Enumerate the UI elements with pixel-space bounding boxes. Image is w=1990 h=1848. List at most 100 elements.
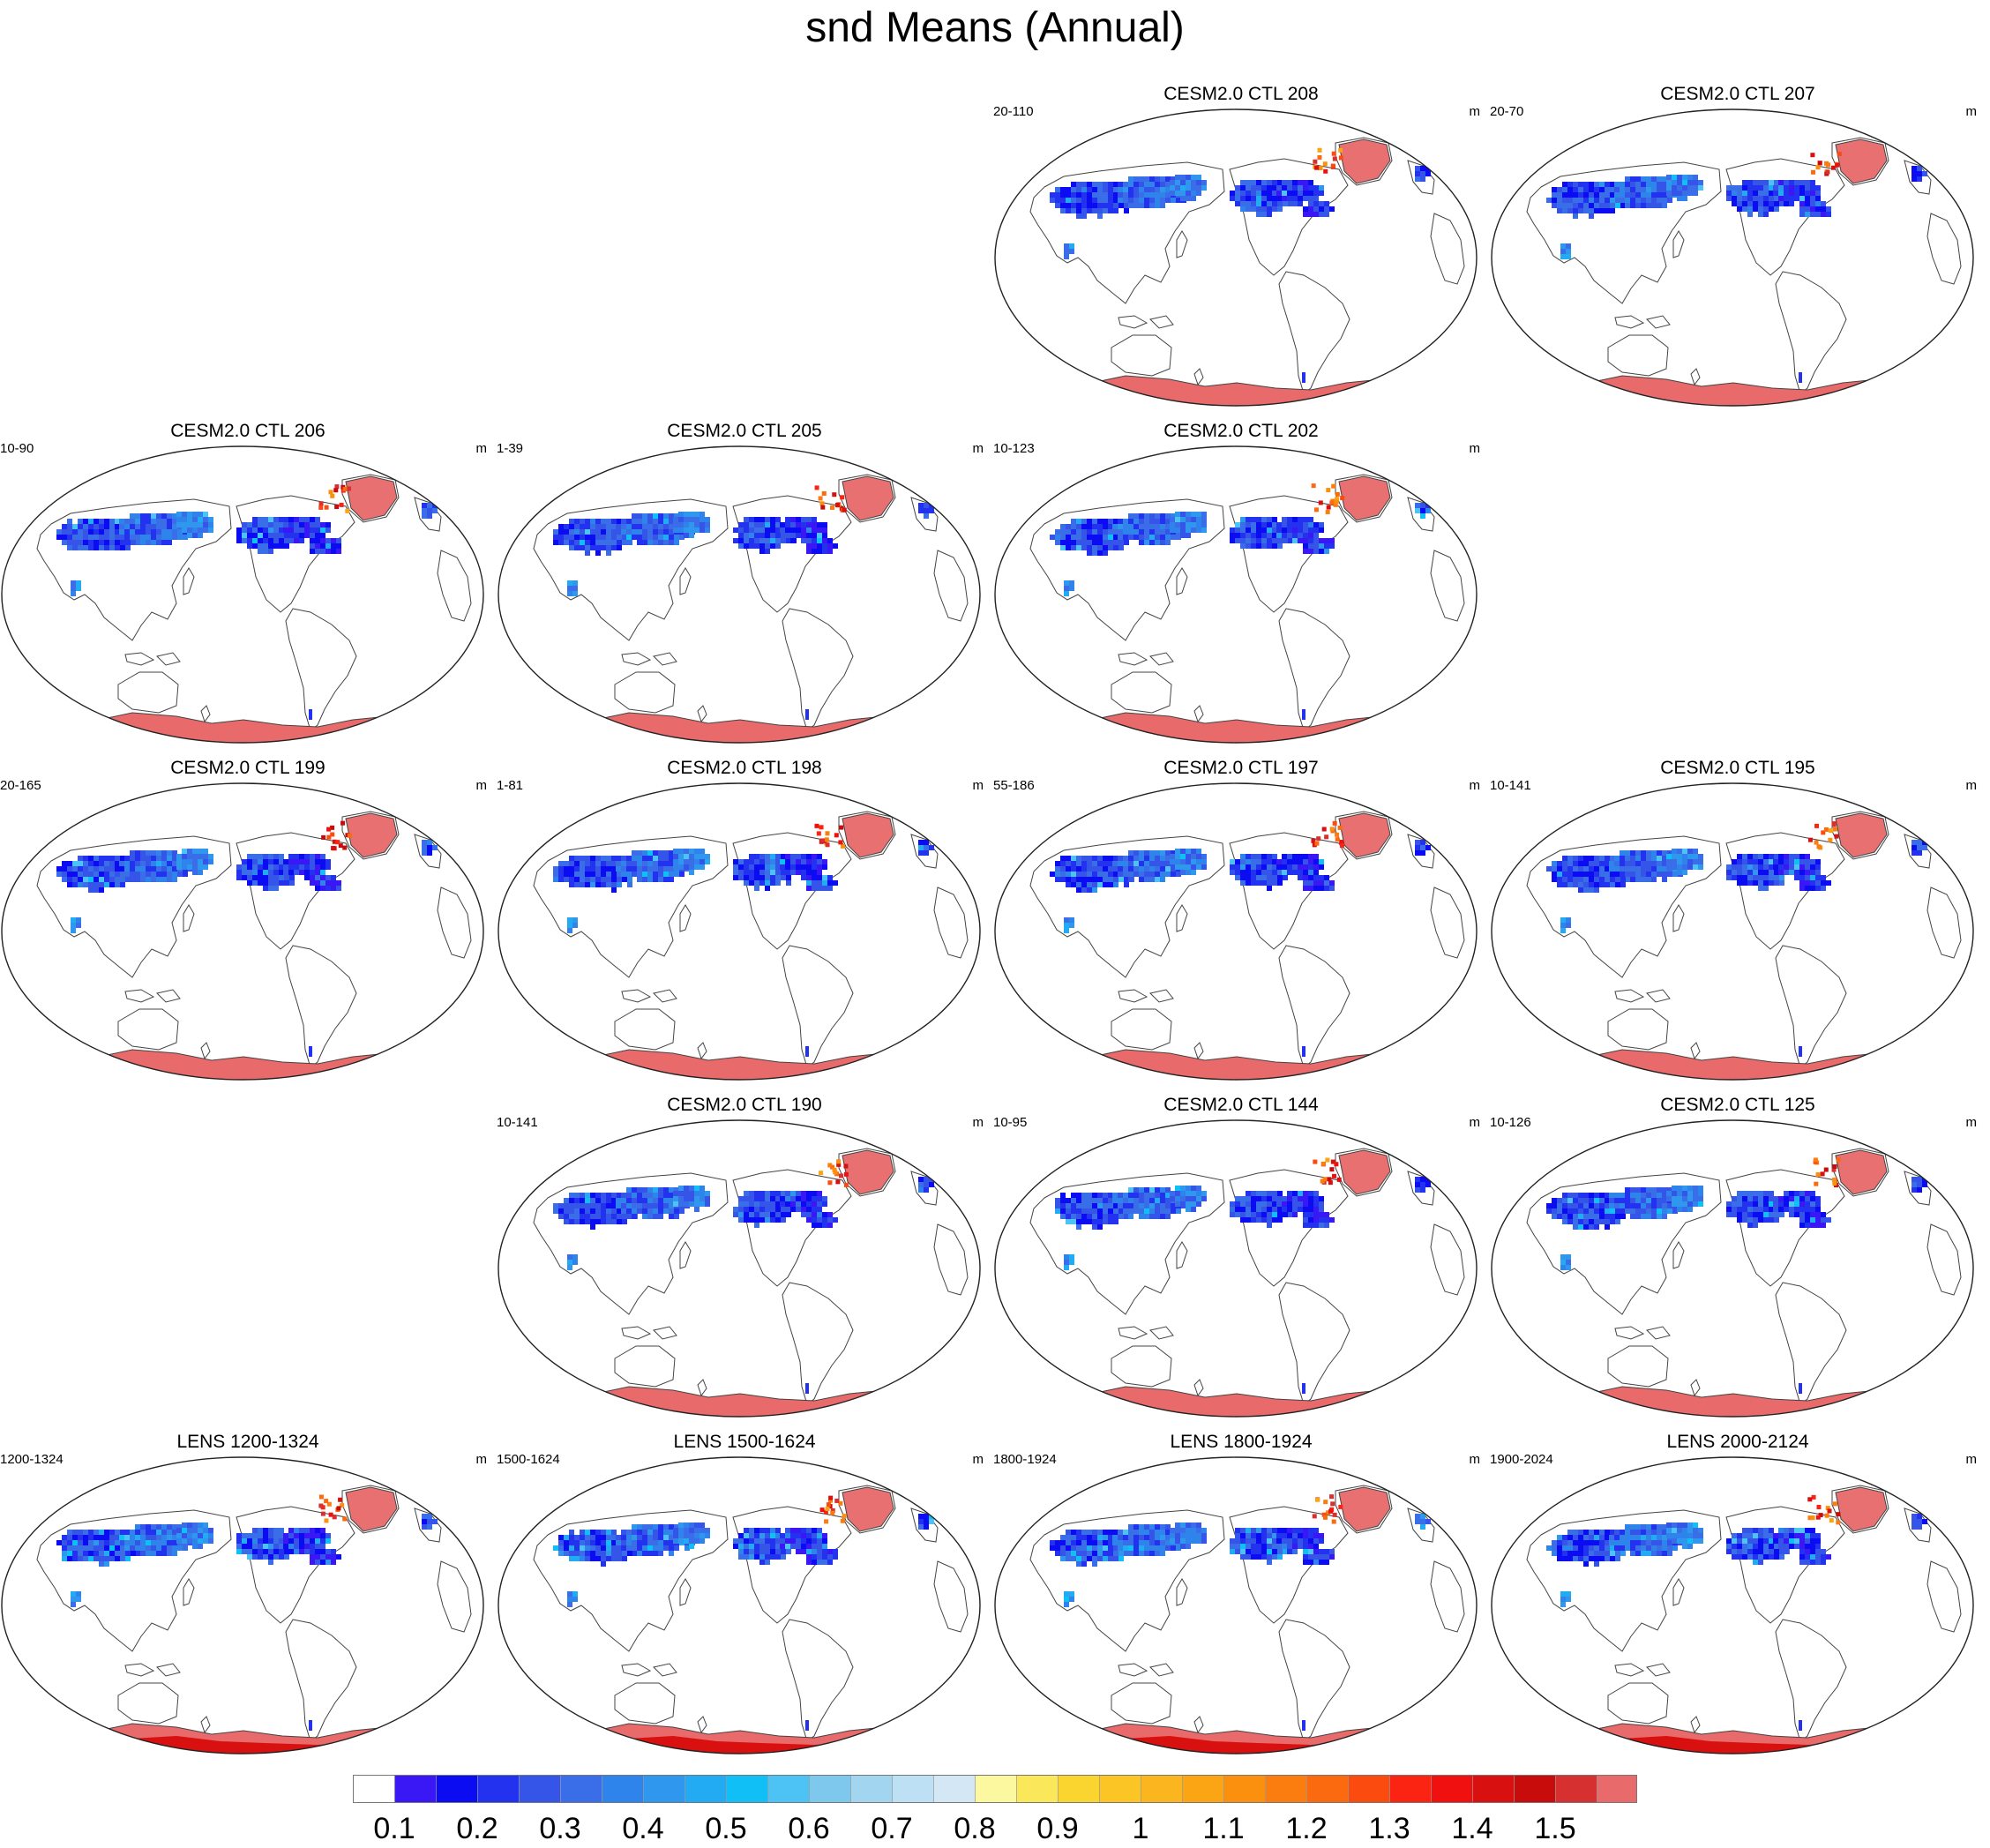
snow-cell — [1196, 1201, 1201, 1207]
snow-cell — [653, 1208, 658, 1214]
patagonia-snow — [1799, 1046, 1802, 1057]
snow-cell — [1784, 1207, 1789, 1212]
snow-cell — [1155, 1535, 1160, 1540]
snow-cell — [611, 1214, 617, 1219]
snow-cell — [1165, 524, 1171, 529]
snow-cell — [1635, 1214, 1641, 1219]
snow-cell — [1319, 864, 1324, 870]
snow-cell — [1251, 206, 1256, 212]
snow-cell — [564, 1214, 569, 1219]
arctic-island-cell — [832, 1167, 837, 1172]
coastline — [621, 989, 677, 1003]
snow-cell — [611, 1208, 617, 1214]
snow-cell — [304, 1549, 310, 1554]
snow-cell — [1562, 866, 1567, 872]
snow-cell — [1732, 196, 1737, 201]
snow-cell — [1589, 182, 1594, 187]
snow-cell — [1071, 882, 1076, 887]
snow-cell — [1313, 870, 1319, 875]
snow-cell — [632, 535, 637, 540]
snow-cell — [1251, 1191, 1256, 1196]
snow-cell — [252, 1528, 258, 1533]
snow-cell — [1625, 1208, 1630, 1214]
snow-cell — [580, 866, 585, 872]
snow-cell — [1609, 861, 1614, 866]
snow-cell — [1677, 175, 1682, 180]
snow-cell — [663, 1535, 669, 1540]
snow-cell — [1170, 191, 1175, 196]
snow-cell — [785, 864, 790, 870]
snow-cell — [1060, 1193, 1066, 1198]
snow-cell — [263, 1554, 268, 1560]
snow-cell — [1160, 1187, 1165, 1193]
snow-cell — [1165, 856, 1171, 861]
snow-cell — [1573, 1198, 1578, 1203]
snow-cell — [1272, 1201, 1277, 1207]
snow-cell — [1552, 1198, 1557, 1203]
snow-cell — [1133, 1193, 1139, 1198]
snow-cell — [67, 1530, 72, 1535]
snow-cell — [801, 870, 806, 875]
snow-cell — [689, 1186, 694, 1191]
snow-cell — [320, 538, 325, 543]
snow-cell — [1235, 875, 1240, 880]
snow-cell — [1737, 1191, 1742, 1196]
snow-cell — [572, 1260, 578, 1265]
arctic-island-cell — [843, 1182, 849, 1187]
snow-cell — [242, 1549, 247, 1554]
snow-cell — [320, 880, 325, 886]
snow-cell — [1672, 180, 1677, 185]
snow-cell — [765, 1533, 770, 1538]
snow-cell — [658, 1551, 663, 1556]
snow-cell — [88, 877, 94, 882]
snow-cell — [1103, 1193, 1108, 1198]
snow-cell — [1794, 870, 1799, 875]
snow-cell — [1246, 1207, 1251, 1212]
coastline — [782, 1619, 854, 1742]
snow-cell — [1319, 1223, 1324, 1228]
snow-cell — [88, 882, 94, 887]
snow-cell — [1573, 1203, 1578, 1208]
snow-cell — [1191, 1533, 1196, 1538]
snow-cell — [1055, 192, 1060, 198]
snow-cell — [1784, 196, 1789, 201]
snow-cell — [669, 1551, 674, 1556]
snow-cell — [585, 1219, 590, 1224]
snow-cell — [124, 1530, 130, 1535]
snow-cell — [1687, 859, 1693, 864]
snow-cell — [1753, 864, 1758, 870]
snow-cell — [1773, 1201, 1778, 1207]
snow-cell — [1087, 1551, 1092, 1556]
snow-cell — [796, 533, 801, 538]
snow-cell — [94, 1540, 99, 1545]
snow-cell — [590, 1193, 595, 1198]
snow-cell — [1646, 872, 1651, 877]
snow-cell — [279, 533, 284, 538]
arctic-island-cell — [819, 1171, 824, 1176]
snow-cell — [918, 840, 924, 845]
snow-cell — [1726, 870, 1732, 875]
snow-cell — [632, 513, 637, 519]
snow-cell — [1160, 513, 1165, 519]
snow-cell — [1319, 1207, 1324, 1212]
snow-cell — [590, 1545, 595, 1551]
snow-cell — [1144, 203, 1149, 208]
snow-cell — [1123, 535, 1128, 540]
snow-cell — [1246, 196, 1251, 201]
snow-cell — [135, 1540, 140, 1545]
snow-cell — [1180, 175, 1186, 180]
snow-cell — [567, 1597, 572, 1602]
snow-cell — [744, 1538, 749, 1544]
snow-cell — [1687, 1186, 1693, 1191]
coastline — [1672, 230, 1685, 258]
snow-cell — [1277, 201, 1283, 206]
snow-cell — [1687, 185, 1693, 191]
snow-cell — [67, 1535, 72, 1540]
snow-cell — [1557, 208, 1562, 213]
snow-cell — [1060, 208, 1066, 213]
snow-cell — [258, 854, 263, 859]
snow-cell — [1282, 870, 1287, 875]
snow-cell — [1599, 877, 1605, 882]
snow-cell — [1583, 1198, 1589, 1203]
snow-cell — [109, 545, 115, 550]
